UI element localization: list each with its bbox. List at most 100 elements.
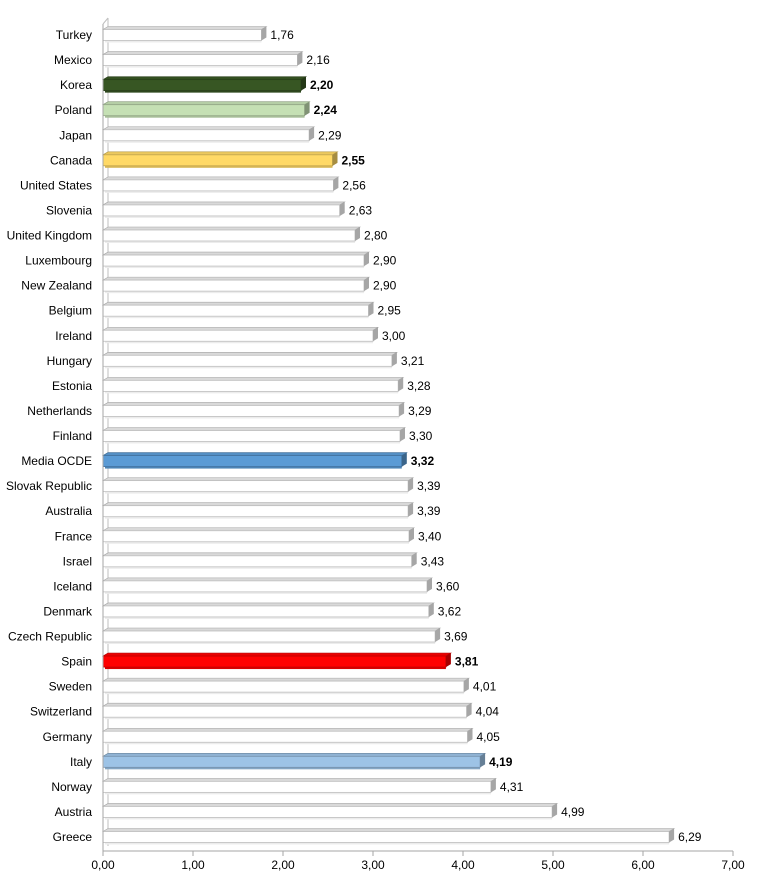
bar-end-cap bbox=[400, 427, 405, 442]
bar-top-face bbox=[101, 377, 405, 381]
bar-end-cap bbox=[435, 628, 441, 642]
bar-end-cap bbox=[411, 552, 417, 567]
bar-shadow bbox=[105, 315, 369, 319]
bar-shadow bbox=[105, 139, 310, 143]
bar-shadow bbox=[105, 340, 373, 344]
x-tick-label: 0,00 bbox=[91, 858, 115, 872]
bar-top-face bbox=[101, 552, 418, 557]
category-label: Media OCDE bbox=[21, 454, 92, 468]
x-tick-label: 1,00 bbox=[181, 858, 205, 872]
data-label: 1,76 bbox=[270, 28, 294, 42]
bar bbox=[102, 705, 468, 718]
category-label: Canada bbox=[50, 153, 92, 167]
category-label: New Zealand bbox=[21, 279, 92, 293]
bar-top-face bbox=[101, 352, 398, 356]
bar bbox=[102, 179, 334, 192]
category-label: France bbox=[55, 529, 93, 543]
bar-end-cap bbox=[364, 277, 369, 292]
bar bbox=[102, 430, 401, 442]
bar-shadow bbox=[105, 716, 467, 720]
bar-top-face bbox=[101, 151, 339, 156]
bar bbox=[102, 79, 302, 92]
bar-end-cap bbox=[466, 703, 472, 718]
bar bbox=[102, 29, 262, 41]
bar bbox=[102, 354, 393, 367]
bar-top-face bbox=[101, 402, 406, 406]
category-label: Hungary bbox=[47, 354, 92, 368]
bar-shadow bbox=[105, 415, 400, 419]
bar bbox=[102, 580, 428, 593]
bar-shadow bbox=[105, 365, 392, 369]
category-label: Finland bbox=[53, 429, 92, 443]
data-label: 4,04 bbox=[476, 705, 500, 719]
category-label: Iceland bbox=[53, 579, 92, 593]
data-label: 3,00 bbox=[382, 329, 406, 343]
category-label: Mexico bbox=[54, 53, 92, 67]
data-label: 3,60 bbox=[436, 579, 460, 593]
bar bbox=[102, 480, 409, 493]
bar-end-cap bbox=[427, 577, 432, 592]
category-label: Greece bbox=[53, 830, 93, 844]
bar-top-face bbox=[101, 753, 487, 757]
bar bbox=[102, 655, 447, 668]
bar-top-face bbox=[101, 201, 346, 206]
x-tick-label: 6,00 bbox=[631, 858, 655, 872]
bar-end-cap bbox=[297, 51, 303, 66]
bar-shadow bbox=[105, 791, 491, 795]
bar bbox=[102, 505, 409, 518]
bar-end-cap bbox=[368, 302, 374, 317]
bar-end-cap bbox=[373, 327, 378, 342]
bar-shadow bbox=[105, 465, 402, 469]
bar-end-cap bbox=[401, 452, 407, 467]
category-label: Poland bbox=[55, 103, 92, 117]
data-label: 4,99 bbox=[561, 805, 585, 819]
category-label: United Kingdom bbox=[7, 229, 92, 243]
bar bbox=[102, 605, 430, 618]
data-label: 2,16 bbox=[306, 53, 330, 67]
bar-top-face bbox=[101, 702, 473, 707]
bar-end-cap bbox=[309, 126, 315, 141]
bar bbox=[102, 630, 436, 643]
data-label: 3,39 bbox=[417, 479, 441, 493]
bar bbox=[102, 254, 365, 267]
category-label: Slovenia bbox=[46, 203, 92, 217]
category-label: Sweden bbox=[49, 680, 92, 694]
data-label: 4,31 bbox=[500, 780, 524, 794]
bar-shadow bbox=[105, 214, 340, 218]
bar-end-cap bbox=[391, 352, 397, 367]
data-label: 3,32 bbox=[411, 454, 435, 468]
bar-top-face bbox=[101, 502, 415, 506]
bar bbox=[102, 229, 356, 242]
bar bbox=[102, 455, 403, 467]
bar bbox=[102, 129, 310, 142]
bar-shadow bbox=[105, 666, 446, 670]
bar-end-cap bbox=[552, 803, 558, 818]
data-label: 3,29 bbox=[408, 404, 432, 418]
bar-top-face bbox=[101, 76, 308, 80]
category-label: Korea bbox=[60, 78, 92, 92]
data-label: 4,05 bbox=[477, 730, 501, 744]
bar-end-cap bbox=[332, 151, 338, 166]
bar-end-cap bbox=[364, 252, 369, 267]
bar-shadow bbox=[105, 265, 364, 269]
category-label: Norway bbox=[51, 780, 92, 794]
bar-top-face bbox=[101, 602, 435, 607]
x-tick-label: 2,00 bbox=[271, 858, 295, 872]
bar-end-cap bbox=[408, 477, 414, 492]
category-label: Belgium bbox=[49, 304, 92, 318]
data-label: 4,19 bbox=[489, 755, 513, 769]
bar-top-face bbox=[101, 778, 497, 782]
data-label: 3,39 bbox=[417, 504, 441, 518]
bar-top-face bbox=[101, 652, 452, 657]
bar-top-face bbox=[101, 627, 442, 632]
data-label: 3,62 bbox=[438, 604, 462, 618]
category-label: Netherlands bbox=[27, 404, 92, 418]
data-label: 2,29 bbox=[318, 128, 342, 142]
bar-top-face bbox=[101, 276, 371, 281]
x-tick-label: 7,00 bbox=[721, 858, 745, 872]
bar bbox=[102, 831, 670, 843]
bar bbox=[102, 54, 298, 66]
bar-end-cap bbox=[333, 176, 339, 191]
